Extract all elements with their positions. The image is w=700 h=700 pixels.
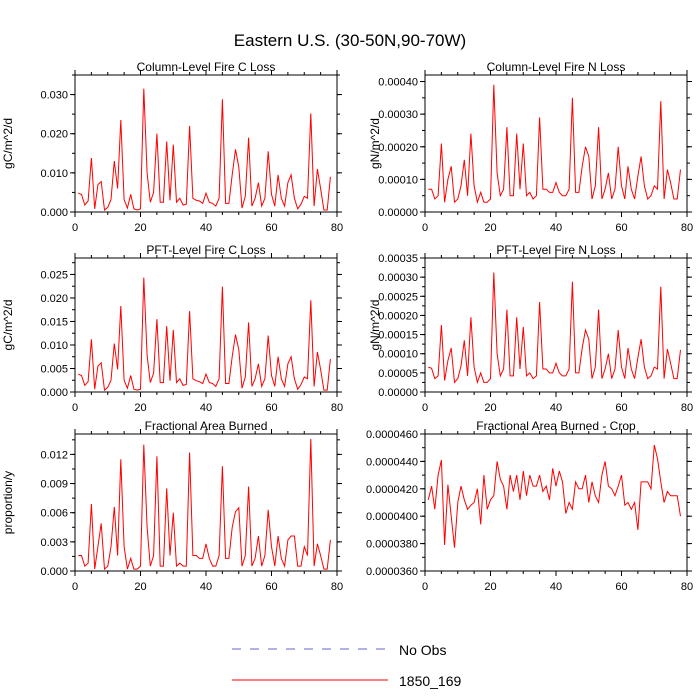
y-tick-label: 0.003 <box>40 537 68 549</box>
series-line-1 <box>78 88 331 211</box>
x-tick-label: 0 <box>422 581 428 593</box>
y-tick-label: 0.010 <box>40 340 68 352</box>
y-tick-label: 0.00015 <box>378 330 418 342</box>
y-tick-label: 0.0000360 <box>366 566 418 578</box>
panel-title: PFT-Level Fire N Loss <box>496 243 615 257</box>
y-tick-label: 0.00000 <box>378 387 418 399</box>
chart-panel-1: Column-Level Fire C Loss 0 20 40 60 80 0.000 0.… <box>1 60 343 234</box>
series-line-1 <box>428 84 681 205</box>
series-line-1 <box>428 272 681 385</box>
x-tick-label: 20 <box>134 222 146 234</box>
x-tick-label: 0 <box>422 222 428 234</box>
y-tick-label: 0.00005 <box>378 368 418 380</box>
y-tick-label: 0.00025 <box>378 291 418 303</box>
y-tick-label: 0.0000420 <box>366 484 418 496</box>
panel-title: Fractional Area Burned - Crop <box>476 419 636 433</box>
y-tick-label: 0.00035 <box>378 253 418 265</box>
x-tick-label: 60 <box>615 402 627 414</box>
x-tick-label: 20 <box>484 222 496 234</box>
y-tick-label: 0.000 <box>40 207 68 219</box>
x-tick-label: 60 <box>265 222 277 234</box>
y-tick-label: 0.00010 <box>378 174 418 186</box>
x-tick-label: 80 <box>681 222 693 234</box>
x-tick-label: 0 <box>72 222 78 234</box>
series-line-1 <box>78 438 331 571</box>
x-tick-label: 60 <box>265 402 277 414</box>
y-tick-label: 0.030 <box>40 90 68 102</box>
chart-panel-2: Column-Level Fire N Loss 0 20 40 60 80 0.00000… <box>368 60 693 234</box>
x-tick-label: 40 <box>200 402 212 414</box>
plot-frame <box>424 257 688 393</box>
legend-label-no-obs: No Obs <box>399 642 446 658</box>
x-tick-label: 80 <box>331 222 343 234</box>
x-tick-label: 80 <box>681 402 693 414</box>
x-tick-label: 60 <box>615 581 627 593</box>
y-tick-label: 0.010 <box>40 168 68 180</box>
y-tick-label: 0.009 <box>40 479 68 491</box>
y-axis-label: proportion/y <box>1 471 15 534</box>
y-tick-label: 0.0000380 <box>366 539 418 551</box>
y-tick-label: 0.000 <box>40 387 68 399</box>
y-tick-label: 0.020 <box>40 129 68 141</box>
y-axis-label: gN/m^2/d <box>368 300 382 351</box>
x-tick-label: 0 <box>422 402 428 414</box>
chart-panel-3: PFT-Level Fire C Loss 0 20 40 60 80 0.000 0.005… <box>1 243 343 414</box>
x-tick-label: 60 <box>265 581 277 593</box>
panels: Column-Level Fire C Loss 0 20 40 60 80 0.000 0.… <box>1 60 693 593</box>
y-tick-label: 0.012 <box>40 449 68 461</box>
y-tick-label: 0.00020 <box>378 310 418 322</box>
y-tick-label: 0.00030 <box>378 109 418 121</box>
chart-panel-4: PFT-Level Fire N Loss 0 20 40 60 80 0.00000 0.0… <box>368 243 693 414</box>
series-line-1 <box>427 444 681 548</box>
x-tick-label: 20 <box>484 581 496 593</box>
y-tick-label: 0.015 <box>40 316 68 328</box>
y-tick-label: 0.00000 <box>378 207 418 219</box>
panel-title: Column-Level Fire C Loss <box>137 60 276 74</box>
y-axis-label: gN/m^2/d <box>368 118 382 169</box>
y-tick-label: 0.00040 <box>378 77 418 89</box>
x-tick-label: 0 <box>72 402 78 414</box>
y-axis-label: gC/m^2/d <box>1 118 15 169</box>
legend-label-1850-169: 1850_169 <box>399 673 462 689</box>
figure-title: Eastern U.S. (30-50N,90-70W) <box>234 31 466 50</box>
plot-frame <box>74 433 338 572</box>
panel-title: Column-Level Fire N Loss <box>487 60 626 74</box>
x-tick-label: 80 <box>331 581 343 593</box>
x-tick-label: 40 <box>200 581 212 593</box>
y-tick-label: 0.005 <box>40 363 68 375</box>
panel-title: PFT-Level Fire C Loss <box>146 243 265 257</box>
legend: No Obs 1850_169 <box>232 642 462 689</box>
y-tick-label: 0.020 <box>40 293 68 305</box>
y-tick-label: 0.025 <box>40 269 68 281</box>
x-tick-label: 20 <box>134 402 146 414</box>
y-tick-label: 0.00030 <box>378 272 418 284</box>
y-tick-label: 0.00020 <box>378 142 418 154</box>
plot-frame <box>74 257 338 393</box>
series-line-1 <box>78 277 331 392</box>
x-tick-label: 80 <box>331 402 343 414</box>
x-tick-label: 80 <box>681 581 693 593</box>
panel-title: Fractional Area Burned <box>145 419 268 433</box>
y-tick-label: 0.0000460 <box>366 429 418 441</box>
x-tick-label: 20 <box>134 581 146 593</box>
chart-panel-6: Fractional Area Burned - Crop 0 20 40 60 80 0.… <box>366 419 693 593</box>
x-tick-label: 40 <box>550 222 562 234</box>
y-tick-label: 0.006 <box>40 508 68 520</box>
y-tick-label: 0.0000400 <box>366 511 418 523</box>
x-tick-label: 40 <box>550 581 562 593</box>
y-tick-label: 0.000 <box>40 566 68 578</box>
x-tick-label: 20 <box>484 402 496 414</box>
y-tick-label: 0.00010 <box>378 349 418 361</box>
plot-frame <box>74 74 338 213</box>
x-tick-label: 40 <box>550 402 562 414</box>
x-tick-label: 40 <box>200 222 212 234</box>
x-tick-label: 60 <box>615 222 627 234</box>
plot-frame <box>424 433 688 572</box>
x-tick-label: 0 <box>72 581 78 593</box>
chart-panel-5: Fractional Area Burned 0 20 40 60 80 0.000 0.00… <box>1 419 343 593</box>
y-axis-label: gC/m^2/d <box>1 300 15 351</box>
y-tick-label: 0.0000440 <box>366 456 418 468</box>
plot-frame <box>424 74 688 213</box>
